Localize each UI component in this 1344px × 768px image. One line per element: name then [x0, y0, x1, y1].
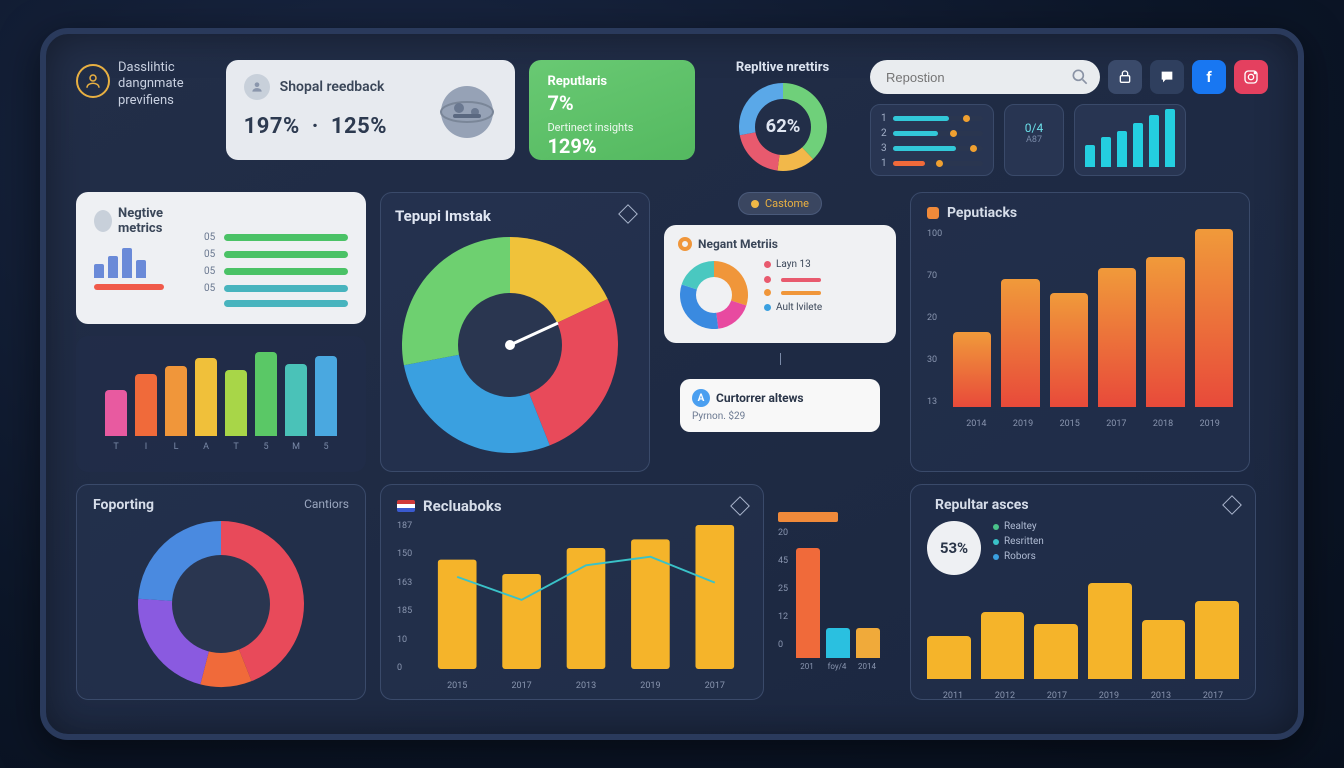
negant-legend: Layn 13Ault lvilete: [764, 259, 822, 331]
pep-bars: [953, 229, 1233, 407]
dashboard-frame: Dasslihtic dangnmate previfiens Shopal r…: [40, 28, 1304, 740]
green-t1: Reputlaris: [547, 74, 677, 89]
sliders-card: 1231: [870, 104, 994, 176]
feedback-title: Shopal reedback: [280, 79, 385, 95]
neg-rows: 05050505: [204, 206, 348, 310]
tepup-card: Tepupi Imstak: [380, 192, 650, 472]
tepup-title: Tepupi Imstak: [395, 207, 491, 225]
negmetrics-card: Negtive metrics 05050505: [76, 192, 366, 324]
negant-card: Negant Metriis Layn 13Ault lvilete: [664, 225, 896, 343]
repmetrics-block: Repltive nrettirs 62%: [709, 60, 856, 173]
customer-title: Curtorrer altews: [716, 391, 804, 405]
pep-yaxis: 10070203013: [927, 229, 949, 407]
chat-icon[interactable]: [1150, 60, 1184, 94]
expand-icon[interactable]: [618, 204, 638, 224]
ring-icon: [678, 237, 692, 251]
a-icon: A: [692, 389, 710, 407]
customer-sub: Pyrnon. $29: [692, 411, 868, 422]
svg-text:62%: 62%: [765, 116, 800, 137]
row-bot: Foporting Cantiors Recluaboks 18715016318…: [76, 484, 1268, 700]
intro-l2: dangnmate: [118, 76, 184, 92]
avatar-icon: [94, 210, 112, 232]
row-mid: Negtive metrics 05050505 TILAT5M5 Tepupi…: [76, 192, 1268, 472]
repmetrics-label: Repltive nrettirs: [709, 60, 856, 75]
custome-badge[interactable]: Castome: [738, 192, 822, 215]
tepup-donut: [395, 235, 625, 455]
fop-right: Cantiors: [304, 497, 349, 513]
intro-l1: Dasslihtic: [118, 60, 184, 76]
recl-title: Recluaboks: [423, 497, 502, 515]
side-yaxis: 204525120: [778, 528, 788, 650]
fraction-card: 0/4 A87: [1004, 104, 1064, 176]
repasc-legend: RealteyResrittenRobors: [993, 521, 1044, 575]
recl-yaxis: 187150163185100: [397, 521, 419, 673]
rainbow-labels: TILAT5M5: [88, 442, 354, 452]
repmetrics-donut: 62%: [737, 81, 829, 173]
expand-icon[interactable]: [1222, 495, 1242, 515]
search-row: f: [870, 60, 1268, 94]
square-icon: [927, 207, 939, 219]
red-bar: [94, 284, 164, 290]
globe-icon: [437, 82, 497, 142]
feedback-card: Shopal reedback 197% · 125%: [226, 60, 516, 160]
green-t2: Dertinect insights: [547, 121, 677, 134]
recl-xaxis: 20152017201320192017: [425, 681, 747, 691]
frac-bot: A87: [1015, 135, 1053, 145]
intro-l3: previfiens: [118, 93, 184, 109]
search-icon[interactable]: [1070, 67, 1090, 87]
green-v2: 129%: [547, 134, 677, 158]
avatar-icon: [244, 74, 270, 100]
expand-icon[interactable]: [730, 496, 750, 516]
facebook-icon[interactable]: f: [1192, 60, 1226, 94]
side-bars: [796, 518, 896, 658]
pct-text: 53%: [940, 539, 968, 557]
negant-donut: [678, 259, 750, 331]
fop-title: Foporting: [93, 497, 154, 513]
recluaboks-card: Recluaboks 187150163185100 2015201720132…: [380, 484, 764, 700]
instagram-icon[interactable]: [1234, 60, 1268, 94]
sep: ·: [312, 114, 319, 139]
pep-title: Peputiacks: [947, 205, 1017, 221]
connector: [780, 353, 781, 365]
search-input[interactable]: [870, 60, 1100, 94]
rainbow-card: TILAT5M5: [76, 336, 366, 472]
customer-card: A Curtorrer altews Pyrnon. $29: [680, 379, 880, 432]
side-xaxis: 201foy/42014: [794, 662, 896, 671]
lock-icon[interactable]: [1108, 60, 1142, 94]
top-right: f 1231 0/4 A87: [870, 60, 1268, 176]
pct-circle: 53%: [927, 521, 981, 575]
repasces-card: Repultar asces 53% RealteyResrittenRobor…: [910, 484, 1256, 700]
peputiacks-card: Peputiacks 10070203013 20142019201520172…: [910, 192, 1250, 472]
center-col: Castome Negant Metriis Layn 13Ault lvile…: [664, 192, 896, 472]
mini-row: 1231 0/4 A87: [870, 104, 1268, 176]
foporting-card: Foporting Cantiors: [76, 484, 366, 700]
rainbow-bars: [88, 346, 354, 436]
side-chart: 204525120 201foy/42014: [778, 484, 896, 700]
green-v1: 7%: [547, 91, 677, 115]
intro-block: Dasslihtic dangnmate previfiens: [76, 60, 212, 109]
feedback-v1: 197%: [244, 114, 300, 139]
repasc-xaxis: 201120122017201920132017: [927, 691, 1239, 701]
row-top: Dasslihtic dangnmate previfiens Shopal r…: [76, 60, 1268, 180]
flag-icon: [397, 500, 415, 512]
green-card: Reputlaris 7% Dertinect insights 129%: [529, 60, 695, 160]
recl-chart: [425, 521, 747, 673]
user-icon: [76, 64, 110, 98]
minibars-card: [1074, 104, 1186, 176]
pep-xaxis: 201420192015201720182019: [953, 419, 1233, 429]
negant-title: Negant Metriis: [698, 237, 778, 251]
repasc-bars: [927, 581, 1239, 679]
neg-title: Negtive metrics: [118, 206, 194, 236]
tiny-bars: [94, 246, 194, 278]
repasc-title: Repultar asces: [935, 497, 1029, 513]
frac-top: 0/4: [1015, 121, 1053, 135]
badge-text: Castome: [765, 197, 809, 210]
fop-donut: [136, 519, 306, 689]
feedback-v2: 125%: [331, 114, 387, 139]
